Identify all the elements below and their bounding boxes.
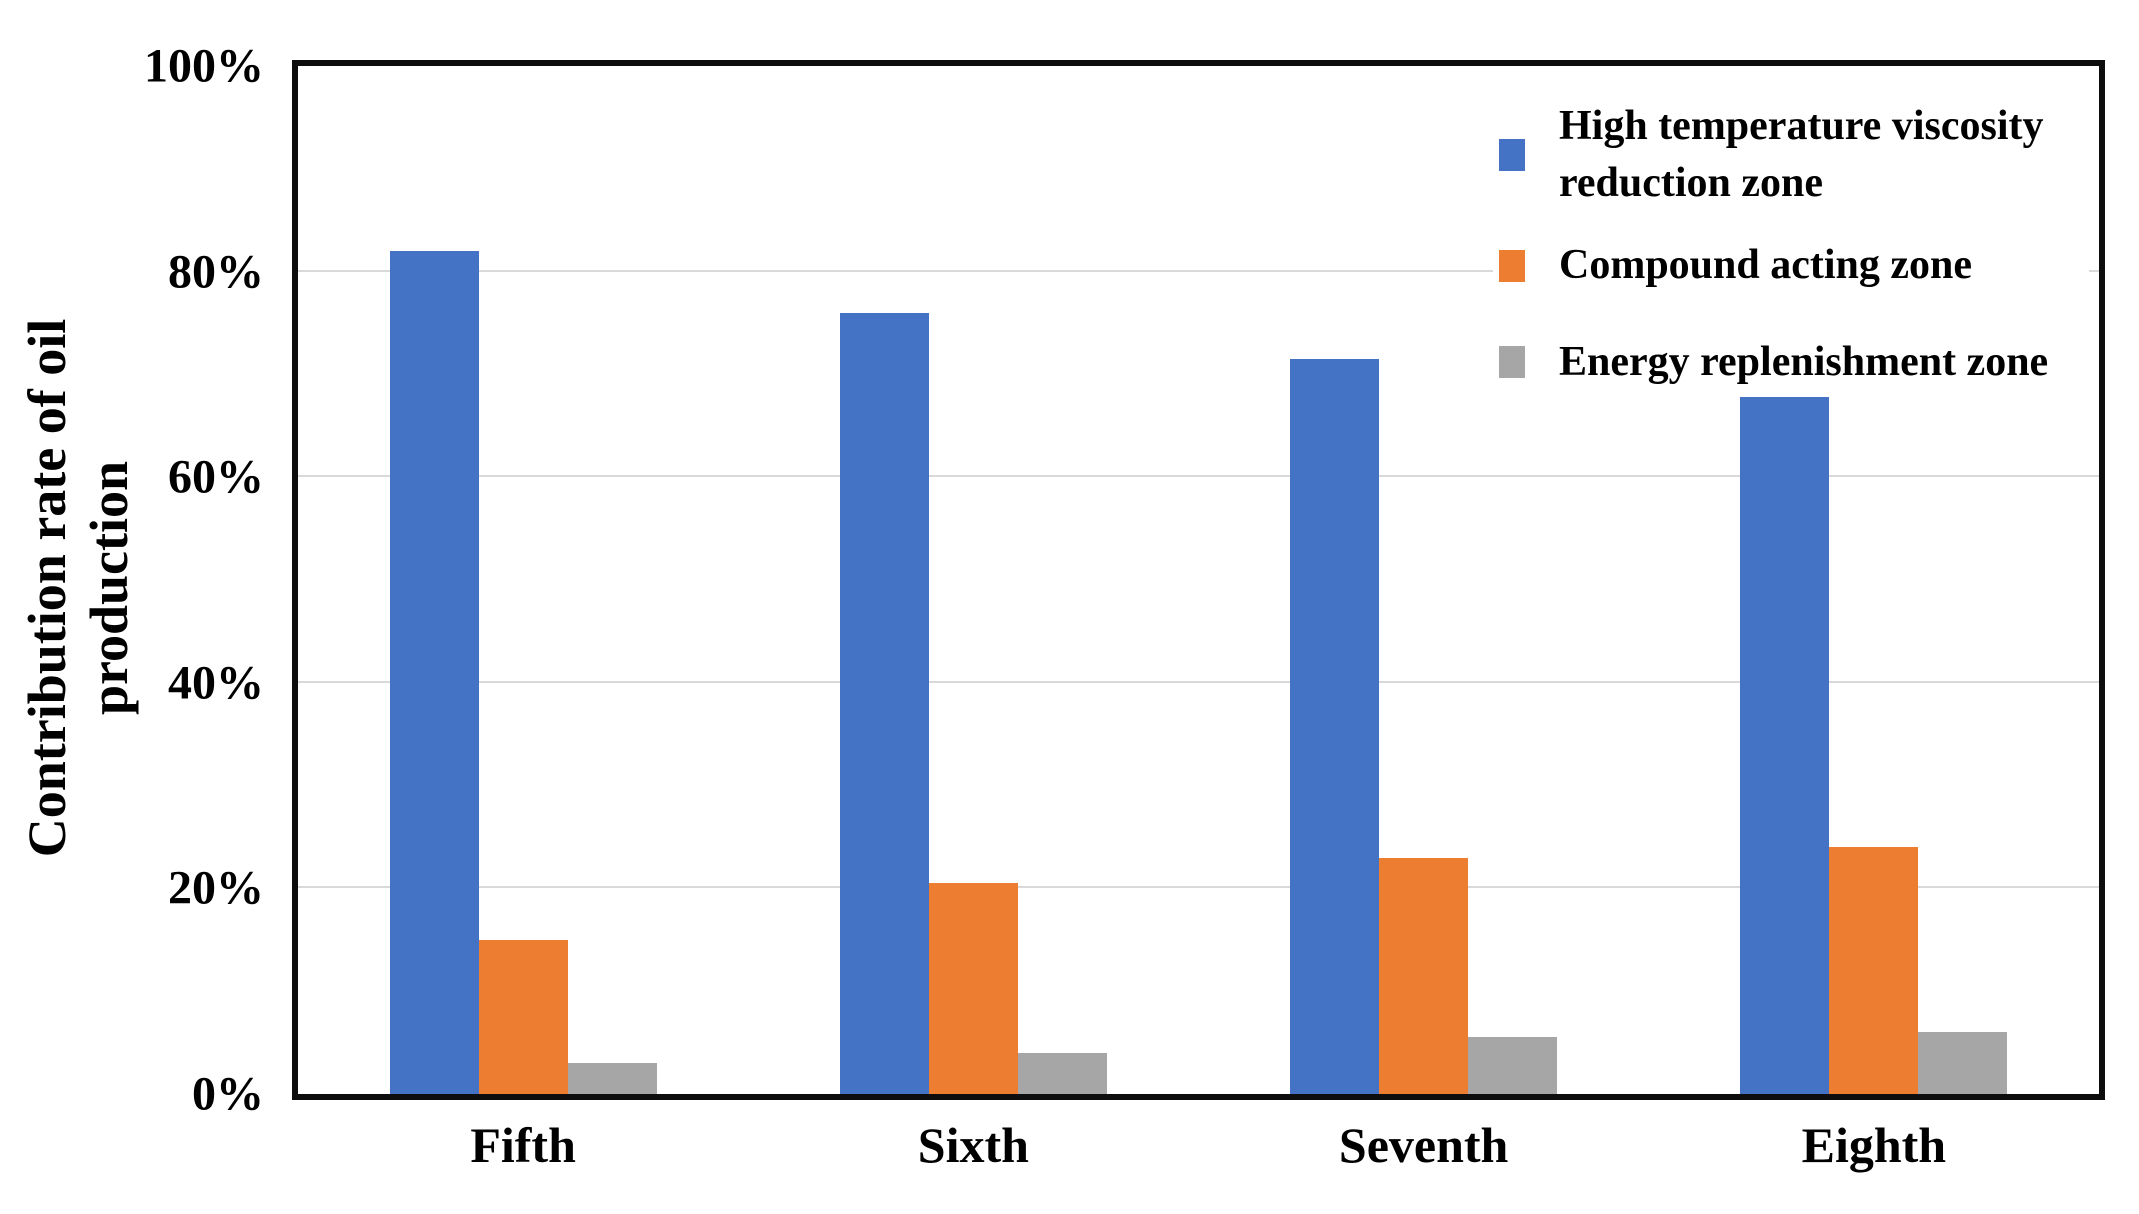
bar-groups — [298, 66, 2099, 1094]
bar — [1918, 1032, 2008, 1094]
y-tick-label: 20% — [168, 861, 264, 915]
y-tick-label: 80% — [168, 245, 264, 299]
bar — [1829, 847, 1919, 1094]
bar — [389, 251, 479, 1094]
gridline — [298, 680, 2099, 683]
bar — [1740, 379, 1830, 1094]
bar-group-eighth — [1649, 66, 2099, 1094]
y-tick-label: 0% — [192, 1067, 264, 1121]
x-axis-label: Sixth — [917, 1117, 1029, 1173]
y-axis-ticks: 0% 20% 40% 60% 80% 100% — [0, 40, 264, 1121]
bar — [1290, 358, 1380, 1094]
legend-swatch-icon — [1499, 346, 1525, 379]
y-tick-label: 100% — [144, 39, 264, 93]
legend-item: Energy replenishment zone — [1499, 334, 2079, 391]
gridline — [298, 269, 2099, 272]
legend-label: Compound acting zone — [1559, 242, 1973, 289]
gridline — [298, 886, 2099, 889]
bar — [928, 883, 1018, 1094]
x-axis-label: Fifth — [470, 1117, 576, 1173]
legend-label: Energy replenishment zone — [1559, 339, 2049, 386]
y-tick-label: 40% — [168, 656, 264, 710]
bar — [567, 1063, 657, 1094]
bar — [1379, 857, 1469, 1094]
bar — [1468, 1037, 1558, 1094]
legend-swatch-icon — [1499, 249, 1525, 282]
bar — [478, 939, 568, 1094]
gridline — [298, 475, 2099, 478]
legend-label: High temperature viscosity reduction zon… — [1559, 103, 2044, 206]
bar-group-sixth — [748, 66, 1198, 1094]
x-axis-label: Seventh — [1338, 1117, 1509, 1173]
bar — [1017, 1052, 1107, 1094]
gridlines-layer — [298, 66, 2099, 1094]
legend: High temperature viscosity reduction zon… — [1493, 92, 2089, 397]
legend-swatch-icon — [1499, 138, 1525, 171]
bar-group-seventh — [1199, 66, 1649, 1094]
x-axis-label: Eighth — [1801, 1117, 1947, 1173]
bar — [839, 312, 929, 1094]
legend-item: High temperature viscosity reduction zon… — [1499, 98, 2079, 211]
y-tick-label: 60% — [168, 450, 264, 504]
legend-item: Compound acting zone — [1499, 237, 2079, 294]
bar-group-fifth — [298, 66, 748, 1094]
plot-area: High temperature viscosity reduction zon… — [292, 60, 2105, 1100]
x-axis-labels: Fifth Sixth Seventh Eighth — [298, 1116, 2099, 1174]
